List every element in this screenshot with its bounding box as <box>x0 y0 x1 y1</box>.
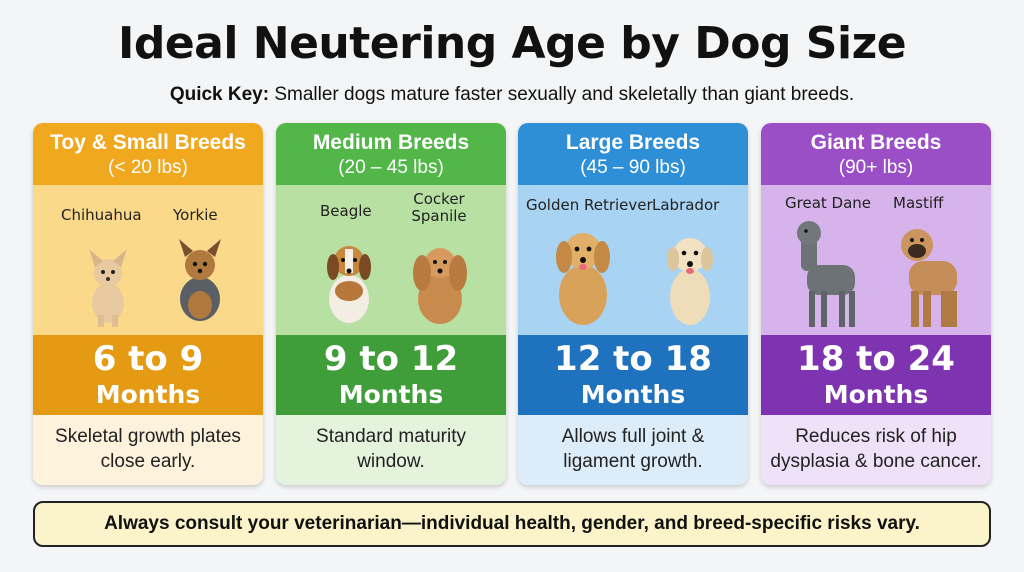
breed-label-beagle: Beagle <box>320 202 372 220</box>
age-range: 9 to 12 <box>323 339 459 379</box>
age-range: 12 to 18 <box>554 339 712 379</box>
age-unit: Months <box>338 380 444 409</box>
card-weight: (20 – 45 lbs) <box>338 157 444 178</box>
mastiff-image <box>901 229 957 327</box>
card-note: Skeletal growth plates close early. <box>33 415 263 485</box>
card-medium: Medium Breeds (20 – 45 lbs) Beagle Cocke… <box>276 123 506 485</box>
card-title: Giant Breeds <box>810 131 942 154</box>
chihuahua-image <box>89 249 127 327</box>
quick-key: Quick Key: Smaller dogs mature faster se… <box>0 84 1024 106</box>
card-toy-small: Toy & Small Breeds (< 20 lbs) Chihuahua … <box>33 123 263 485</box>
age-unit: Months <box>580 380 686 409</box>
card-note: Standard maturity window. <box>276 415 506 485</box>
breed-label-labrador: Labrador <box>652 196 720 214</box>
card-weight: (90+ lbs) <box>838 157 914 178</box>
card-large: Large Breeds (45 – 90 lbs) Golden Retrie… <box>518 123 748 485</box>
cocker-spaniel-image <box>413 248 467 324</box>
card-header: Toy & Small Breeds (< 20 lbs) <box>33 123 263 185</box>
quick-key-label: Quick Key: <box>169 84 270 105</box>
card-image: Great Dane Mastiff <box>761 185 991 335</box>
breed-label-great-dane: Great Dane <box>785 194 872 212</box>
breed-label-cocker-spaniel: Cocker Spanile <box>411 190 467 226</box>
breed-label-mastiff: Mastiff <box>893 194 944 212</box>
card-note: Allows full joint & ligament growth. <box>518 415 748 485</box>
page-title: Ideal Neutering Age by Dog Size <box>117 18 907 69</box>
age-unit: Months <box>95 380 201 409</box>
card-age: 6 to 9 Months <box>33 335 263 415</box>
card-header: Medium Breeds (20 – 45 lbs) <box>276 123 506 185</box>
card-title: Medium Breeds <box>312 131 470 154</box>
age-range: 18 to 24 <box>797 339 955 379</box>
age-range: 6 to 9 <box>92 339 204 379</box>
card-header: Large Breeds (45 – 90 lbs) <box>518 123 748 185</box>
card-image: Chihuahua Yorkie <box>33 185 263 335</box>
labrador-image <box>667 238 713 325</box>
breed-label-golden-retriever: Golden Retriever <box>526 196 653 214</box>
beagle-image <box>327 246 371 323</box>
card-giant: Giant Breeds (90+ lbs) Great Dane Mastif… <box>761 123 991 485</box>
card-weight: (45 – 90 lbs) <box>580 157 686 178</box>
card-title: Large Breeds <box>565 131 701 154</box>
card-header: Giant Breeds (90+ lbs) <box>761 123 991 185</box>
quick-key-text: Smaller dogs mature faster sexually and … <box>274 84 855 105</box>
card-age: 12 to 18 Months <box>518 335 748 415</box>
card-age: 9 to 12 Months <box>276 335 506 415</box>
age-unit: Months <box>823 380 929 409</box>
card-image: Beagle Cocker Spanile <box>276 185 506 335</box>
breed-label-yorkie: Yorkie <box>173 206 218 224</box>
breed-label-chihuahua: Chihuahua <box>61 206 142 224</box>
great-dane-image <box>797 221 855 327</box>
golden-retriever-image <box>556 233 610 325</box>
card-note: Reduces risk of hip dysplasia & bone can… <box>761 415 991 485</box>
card-weight: (< 20 lbs) <box>108 157 188 178</box>
yorkie-image <box>179 239 221 321</box>
card-age: 18 to 24 Months <box>761 335 991 415</box>
footer-disclaimer: Always consult your veterinarian—individ… <box>33 501 991 547</box>
card-title: Toy & Small Breeds <box>50 131 246 154</box>
card-image: Golden Retriever Labrador <box>518 185 748 335</box>
